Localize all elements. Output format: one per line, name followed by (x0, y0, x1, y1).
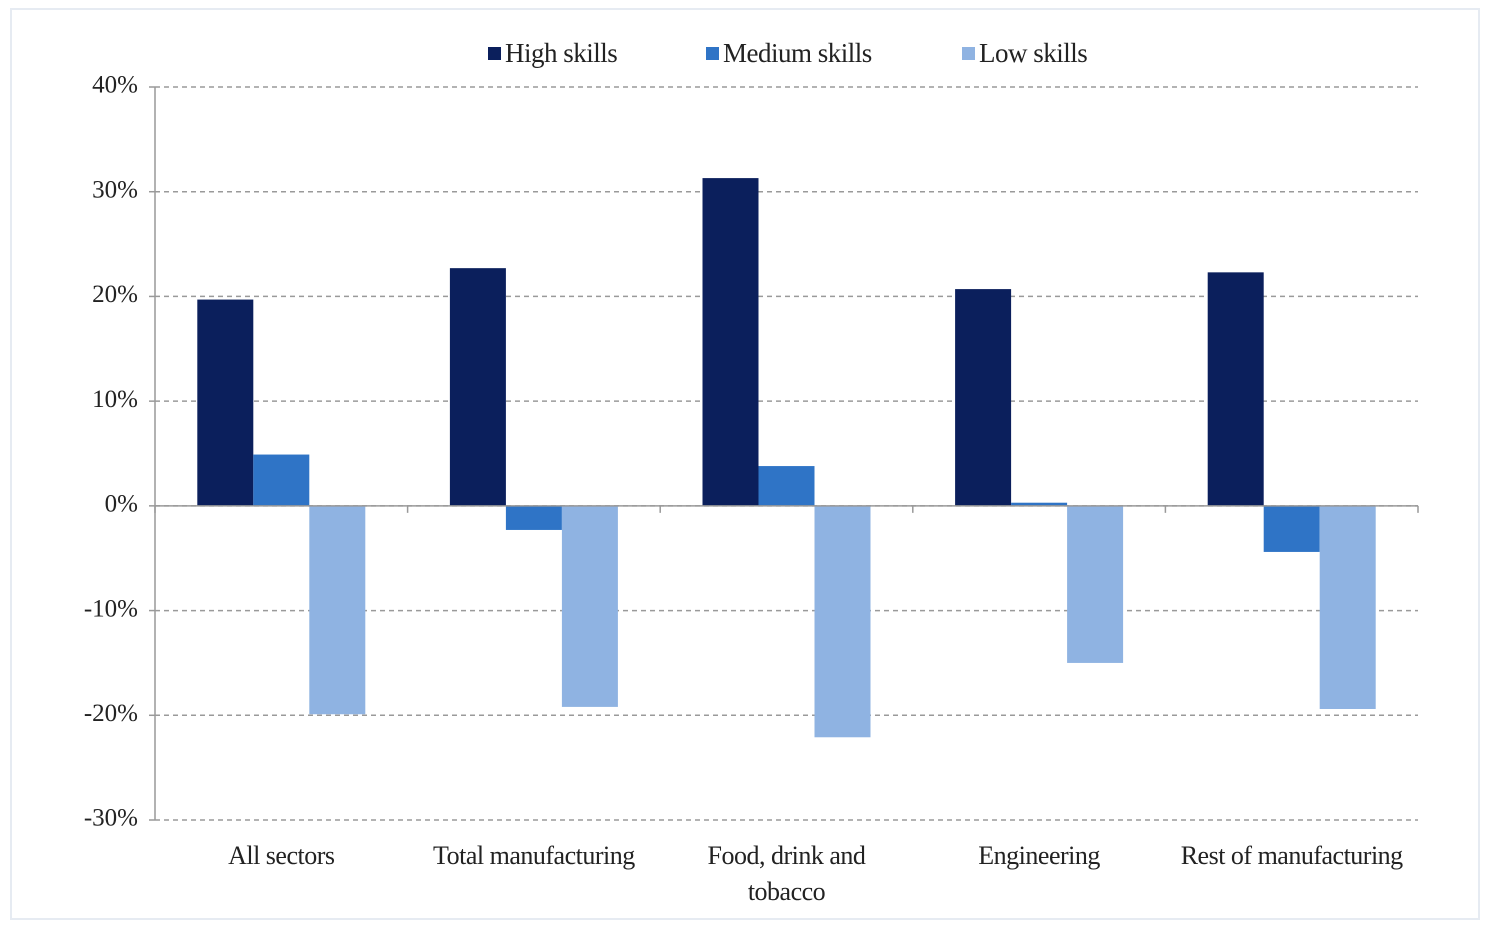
y-tick-label: 10% (92, 386, 138, 413)
legend-swatch (488, 47, 501, 60)
y-tick-label: 20% (92, 281, 138, 308)
y-tick-label: -20% (84, 700, 138, 727)
y-tick-label: -10% (84, 595, 138, 622)
bar (505, 505, 562, 530)
legend: High skills Medium skills Low skills (0, 38, 1490, 78)
legend-label: Low skills (979, 38, 1088, 68)
legend-item: Low skills (962, 38, 1088, 69)
legend-label: High skills (505, 38, 618, 68)
bar (955, 289, 1012, 506)
y-tick-label: 0% (105, 491, 138, 518)
y-tick-label: 40% (92, 72, 138, 99)
legend-item: High skills (488, 38, 618, 69)
bar (1319, 505, 1376, 710)
bar (1067, 505, 1124, 663)
bar (309, 505, 366, 715)
bar (561, 505, 618, 707)
x-tick-label: Rest of manufacturing (1180, 841, 1404, 870)
x-tick-label: Engineering (978, 841, 1100, 870)
y-tick-label: 30% (92, 176, 138, 203)
bar (758, 466, 815, 506)
legend-swatch (706, 47, 719, 60)
legend-swatch (962, 47, 975, 60)
bar (1011, 502, 1068, 506)
bar (702, 178, 759, 506)
bar (253, 454, 310, 506)
x-tick-label: All sectors (228, 841, 335, 870)
bar (449, 268, 506, 506)
legend-item: Medium skills (706, 38, 872, 69)
y-tick-label: -30% (84, 805, 138, 832)
bar (814, 505, 871, 738)
x-tick-label: Food, drink and tobacco (707, 841, 866, 906)
frame (10, 8, 1480, 920)
bar (1263, 505, 1320, 552)
legend-label: Medium skills (723, 38, 872, 68)
bar (1207, 272, 1264, 506)
bar (197, 299, 254, 506)
x-tick-label: Total manufacturing (433, 841, 635, 870)
